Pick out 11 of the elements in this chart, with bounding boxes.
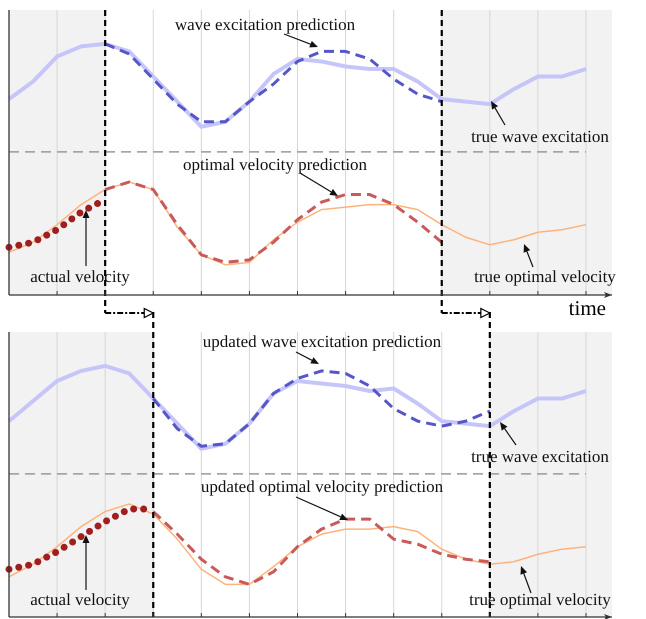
annotation: actual velocity xyxy=(30,590,130,609)
annotation: true optimal velocity xyxy=(469,590,612,609)
annotation: true wave excitation xyxy=(471,447,610,466)
x-axis-title: time xyxy=(568,296,606,320)
annotation: true optimal velocity xyxy=(474,267,616,286)
annotation: actual velocity xyxy=(30,267,130,286)
annotation: true wave excitation xyxy=(471,127,610,146)
text: updated wave excitation prediction xyxy=(202,332,442,351)
annotation: updated optimal velocity prediction xyxy=(200,477,444,496)
annotation: optimal velocity prediction xyxy=(182,155,368,174)
text: wave excitation prediction xyxy=(174,15,356,34)
